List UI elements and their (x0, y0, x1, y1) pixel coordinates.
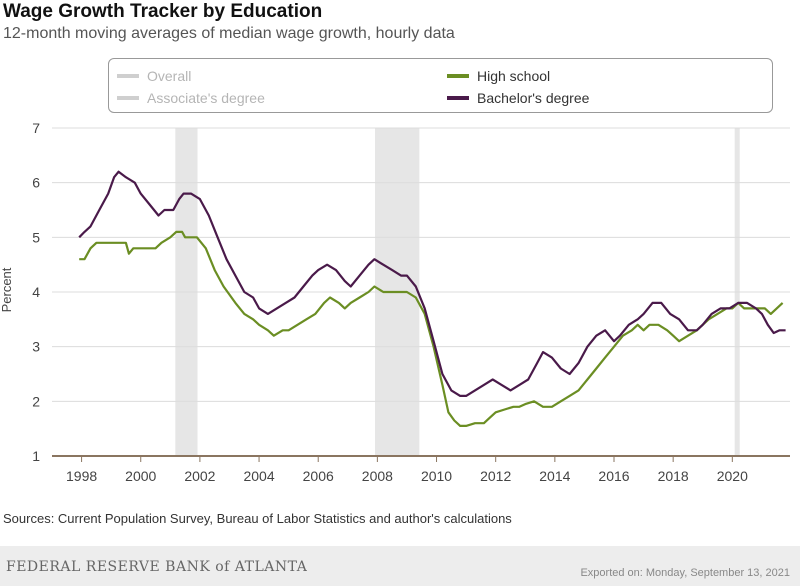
x-tick-label-2010: 2010 (421, 468, 452, 484)
legend-item-associates[interactable]: Associate's degree (117, 90, 265, 106)
x-tick-label-2002: 2002 (184, 468, 215, 484)
series-line-high-school (79, 230, 784, 427)
legend: Overall Associate's degree High school B… (108, 58, 773, 113)
x-tick-label-2016: 2016 (598, 468, 629, 484)
export-date: Exported on: Monday, September 13, 2021 (580, 567, 790, 579)
legend-item-high-school[interactable]: High school (447, 68, 550, 84)
legend-item-overall[interactable]: Overall (117, 68, 191, 84)
footer: FEDERAL RESERVE BANK of ATLANTA Exported… (0, 546, 800, 586)
axes: 1 2 3 4 5 6 7 1998 2000 2002 2004 2006 2008 2010 2012 2… (32, 120, 790, 484)
x-tick-label-2018: 2018 (658, 468, 689, 484)
fed-atlanta-logo: FEDERAL RESERVE BANK of ATLANTA (6, 559, 308, 575)
series-lines (78, 170, 786, 427)
x-tick-label-2004: 2004 (243, 468, 274, 484)
x-tick-label-2008: 2008 (362, 468, 393, 484)
chart-subtitle: 12-month moving averages of median wage … (3, 25, 455, 42)
legend-swatch-overall (117, 74, 139, 78)
y-tick-label-6: 6 (32, 175, 40, 191)
y-tick-label-2: 2 (32, 393, 40, 409)
legend-label-associates: Associate's degree (147, 90, 265, 106)
x-tick-label-2020: 2020 (717, 468, 748, 484)
y-tick-label-1: 1 (32, 448, 40, 464)
series-line-bachelor-s-degree (78, 170, 786, 397)
chart-title: Wage Growth Tracker by Education (3, 1, 323, 22)
y-tick-label-5: 5 (32, 229, 40, 245)
x-tick-label-2006: 2006 (303, 468, 334, 484)
legend-label-bachelors: Bachelor's degree (477, 90, 590, 106)
y-tick-label-7: 7 (32, 120, 40, 136)
gridlines (52, 127, 790, 402)
x-tick-label-2000: 2000 (125, 468, 156, 484)
y-tick-label-3: 3 (32, 339, 40, 355)
x-tick-label-2012: 2012 (480, 468, 511, 484)
y-tick-label-4: 4 (32, 284, 40, 300)
source-note: Sources: Current Population Survey, Bure… (3, 511, 512, 526)
legend-swatch-high-school (447, 74, 469, 78)
legend-item-bachelors[interactable]: Bachelor's degree (447, 90, 589, 106)
y-axis-label: Percent (0, 267, 14, 312)
legend-label-overall: Overall (147, 68, 192, 84)
chart-area: 1 2 3 4 5 6 7 1998 2000 2002 2004 2006 2008 2010 2012 2… (0, 120, 790, 484)
x-tick-label-1998: 1998 (66, 468, 97, 484)
legend-swatch-bachelors (447, 96, 469, 100)
legend-swatch-associates (117, 96, 139, 100)
legend-label-high-school: High school (477, 68, 551, 84)
x-tick-label-2014: 2014 (539, 468, 570, 484)
